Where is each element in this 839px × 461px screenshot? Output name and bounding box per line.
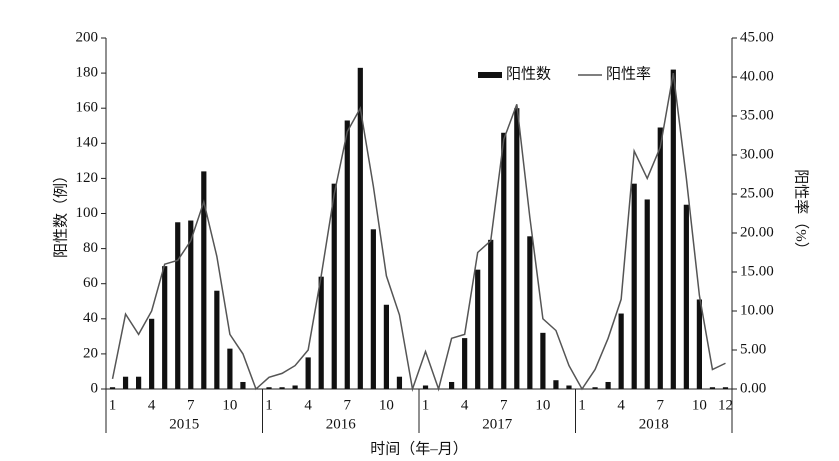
bar	[475, 269, 481, 389]
y-tick-label: 180	[76, 65, 99, 81]
y-tick-label: 140	[76, 135, 99, 151]
x-tick-label: 4	[148, 397, 156, 413]
group-label: 2016	[326, 416, 357, 432]
bar	[605, 381, 611, 389]
x-tick-label: 4	[617, 397, 625, 413]
y-axis-title: 阳性数（例）	[52, 168, 69, 258]
group-label: 2017	[482, 416, 513, 432]
y-tick-label: 100	[76, 205, 99, 221]
y-tick-label: 80	[83, 240, 98, 256]
group-label: 2018	[639, 416, 669, 432]
y2-tick-label: 45.00	[740, 29, 774, 45]
bar	[514, 108, 520, 389]
y2-tick-label: 30.00	[740, 146, 774, 162]
y-tick-label: 40	[83, 310, 98, 326]
x-tick-label: 12	[718, 397, 733, 413]
y2-tick-label: 20.00	[740, 224, 774, 240]
group-label: 2015	[169, 416, 199, 432]
y-tick-label: 0	[91, 380, 99, 396]
y2-tick-label: 15.00	[740, 263, 774, 279]
x-tick-label: 1	[265, 397, 273, 413]
legend-label: 阳性数	[506, 65, 551, 82]
bar	[696, 299, 702, 389]
bar	[396, 376, 403, 389]
y-tick-label: 200	[76, 29, 99, 45]
x-tick-label: 10	[535, 397, 550, 413]
bar	[527, 236, 533, 389]
bar	[149, 318, 155, 389]
y2-tick-label: 25.00	[740, 185, 774, 201]
bar	[266, 387, 272, 389]
bar	[566, 385, 572, 389]
x-tick-label: 10	[692, 397, 707, 413]
bar	[292, 385, 298, 389]
bar	[227, 348, 233, 389]
bar	[618, 313, 624, 389]
x-tick-label: 10	[379, 397, 394, 413]
legend-swatch	[478, 72, 502, 78]
y-tick-label: 160	[76, 100, 99, 116]
y2-axis-title: 阳性率（%）	[793, 169, 810, 257]
bar	[540, 332, 546, 389]
bar	[449, 381, 455, 389]
bar	[553, 380, 559, 389]
bar	[683, 204, 689, 389]
x-tick-label: 4	[461, 397, 469, 413]
y-tick-label: 120	[76, 170, 99, 186]
legend-label: 阳性率	[606, 65, 651, 82]
rate-line	[111, 72, 726, 392]
bar	[501, 132, 507, 389]
bar	[214, 290, 220, 389]
bar	[279, 387, 285, 389]
bar	[370, 229, 376, 389]
bar	[657, 127, 663, 389]
bar	[331, 183, 337, 389]
bar	[644, 199, 650, 389]
bar	[122, 376, 129, 389]
bar	[162, 266, 168, 389]
x-tick-label: 1	[422, 397, 430, 413]
bar	[109, 387, 116, 389]
bar	[318, 276, 324, 389]
x-tick-label: 1	[109, 397, 117, 413]
x-tick-label: 10	[222, 397, 237, 413]
bar	[240, 381, 246, 389]
bar	[670, 69, 676, 389]
x-tick-label: 7	[657, 397, 665, 413]
bar	[422, 385, 429, 389]
y2-tick-label: 0.00	[740, 380, 766, 396]
y2-tick-label: 10.00	[740, 302, 774, 318]
x-tick-label: 1	[578, 397, 586, 413]
bar	[201, 171, 207, 389]
x-tick-label: 7	[187, 397, 195, 413]
y2-tick-label: 40.00	[740, 68, 774, 84]
bar	[488, 239, 494, 389]
bar	[709, 387, 716, 389]
y2-tick-label: 5.00	[740, 341, 766, 357]
x-tick-label: 4	[304, 397, 312, 413]
bar	[344, 120, 350, 390]
x-tick-label: 7	[344, 397, 352, 413]
bar	[305, 357, 311, 389]
y-tick-label: 60	[83, 275, 98, 291]
bar	[592, 387, 598, 389]
bar	[631, 183, 637, 389]
y-tick-label: 20	[83, 345, 98, 361]
x-tick-label: 7	[500, 397, 508, 413]
bar	[188, 220, 194, 389]
bar	[175, 222, 181, 389]
bar	[383, 304, 389, 389]
y2-tick-label: 35.00	[740, 107, 774, 123]
x-axis-title: 时间（年–月）	[370, 440, 468, 457]
bar	[136, 376, 142, 389]
bar	[357, 67, 363, 390]
bar	[462, 338, 468, 389]
bar	[722, 387, 729, 389]
